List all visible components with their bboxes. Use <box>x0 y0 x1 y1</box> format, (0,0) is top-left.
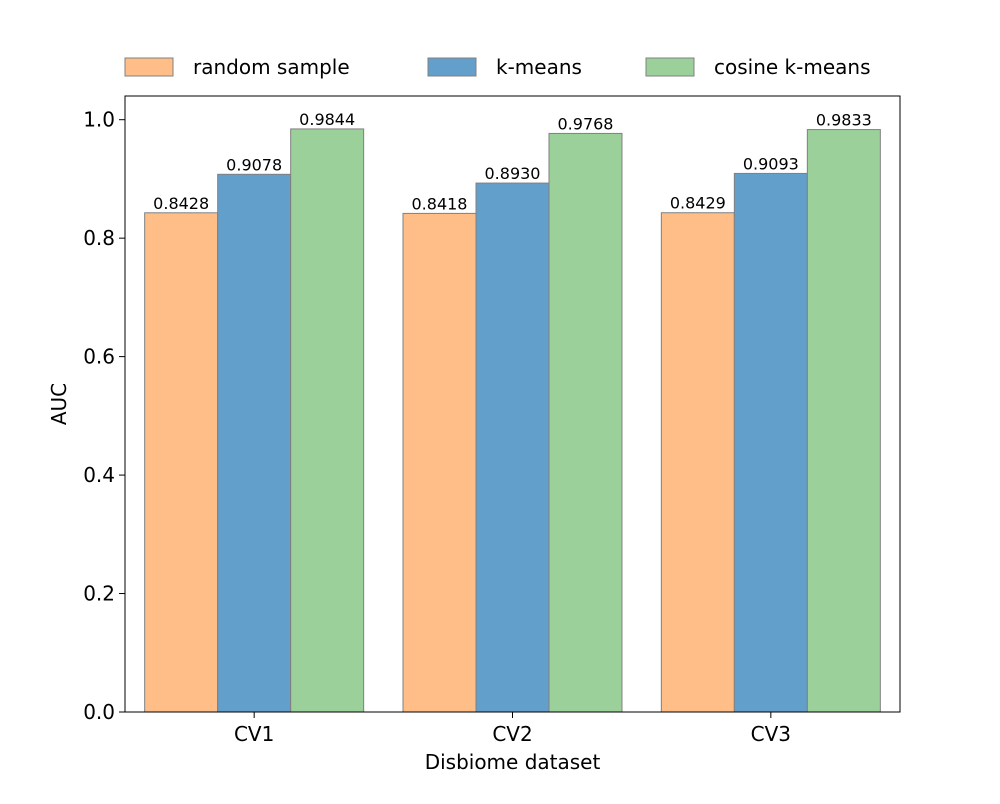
bars <box>144 128 881 713</box>
data-label: 0.9844 <box>299 110 355 129</box>
bar-k-means-cv3 <box>733 172 808 713</box>
data-label: 0.8428 <box>153 194 209 213</box>
y-tick-label: 1.0 <box>83 108 115 132</box>
data-labels: 0.8428 0.9078 0.9844 0.8418 0.8930 0.9768 0.84… <box>153 110 872 213</box>
y-tick-label: 0.8 <box>83 226 115 250</box>
y-axis-label: AUC <box>47 383 71 425</box>
legend-swatch-random-sample <box>124 57 174 77</box>
y-tick-label: 0.4 <box>83 463 115 487</box>
legend-label: random sample <box>193 55 350 79</box>
bar-random-sample-cv2 <box>402 212 477 713</box>
legend-label: cosine k-means <box>714 55 870 79</box>
bar-k-means-cv2 <box>475 182 550 713</box>
x-tick-label: CV3 <box>751 722 791 746</box>
x-axis-label: Disbiome dataset <box>425 750 601 774</box>
legend-swatch-k-means <box>427 57 477 77</box>
legend-label: k-means <box>496 55 582 79</box>
data-label: 0.9768 <box>558 114 614 133</box>
data-label: 0.8930 <box>485 164 541 183</box>
x-axis-ticks: CV1 CV2 CV3 <box>234 712 791 746</box>
bar-random-sample-cv3 <box>660 212 735 713</box>
data-label: 0.8418 <box>412 194 468 213</box>
data-label: 0.9078 <box>226 155 282 174</box>
x-tick-label: CV1 <box>234 722 274 746</box>
data-label: 0.9093 <box>743 154 799 173</box>
legend: random sample k-means cosine k-means <box>124 55 870 79</box>
data-label: 0.9833 <box>816 111 872 130</box>
x-tick-label: CV2 <box>492 722 532 746</box>
plot-area: 0.8428 0.9078 0.9844 0.8418 0.8930 0.9768 0.84… <box>83 95 901 746</box>
bar-cosine-k-means-cv2 <box>548 132 623 713</box>
y-tick-label: 0.0 <box>83 700 115 724</box>
legend-swatch-cosine-k-means <box>645 57 695 77</box>
y-axis-ticks: 0.0 0.2 0.4 0.6 0.8 1.0 <box>83 108 125 724</box>
bar-k-means-cv1 <box>217 173 292 713</box>
bar-random-sample-cv1 <box>144 212 219 713</box>
data-label: 0.8429 <box>670 194 726 213</box>
y-tick-label: 0.6 <box>83 345 115 369</box>
bar-cosine-k-means-cv3 <box>806 129 881 713</box>
y-tick-label: 0.2 <box>83 582 115 606</box>
bar-cosine-k-means-cv1 <box>290 128 365 713</box>
